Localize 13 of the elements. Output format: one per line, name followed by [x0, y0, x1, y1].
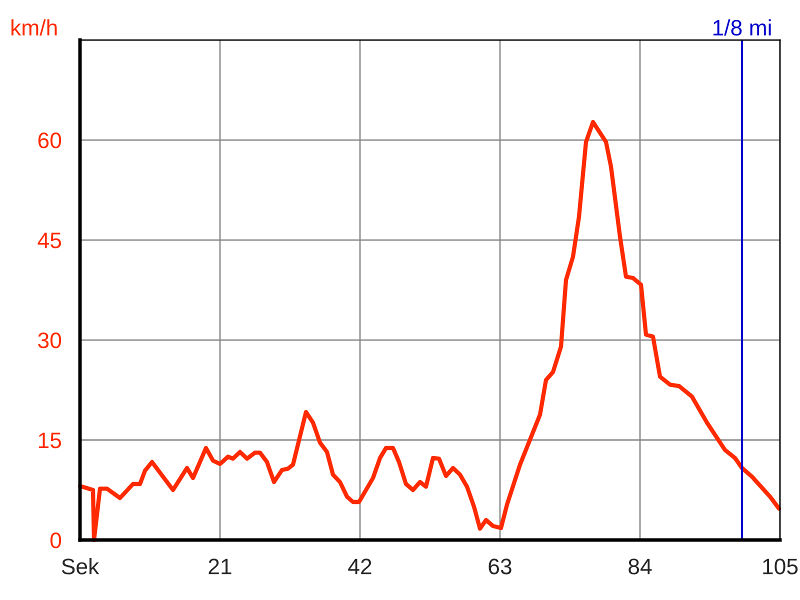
ref-line-label: 1/8 mi	[713, 19, 771, 36]
x-tick-label: Sek	[62, 558, 100, 574]
y-tick-label: 60	[38, 132, 62, 148]
y-tick-label: 0	[50, 532, 62, 548]
y-tick-label: 45	[38, 232, 62, 248]
x-tick-label: 21	[208, 558, 232, 574]
x-tick-label: 63	[488, 558, 512, 574]
x-tick-label: 84	[628, 558, 652, 574]
y-tick-label: 30	[38, 332, 62, 348]
x-tick-label: 105	[763, 558, 798, 574]
y-axis-title: km/h	[11, 19, 57, 36]
x-tick-label: 42	[348, 558, 372, 574]
y-tick-label: 15	[38, 432, 62, 448]
